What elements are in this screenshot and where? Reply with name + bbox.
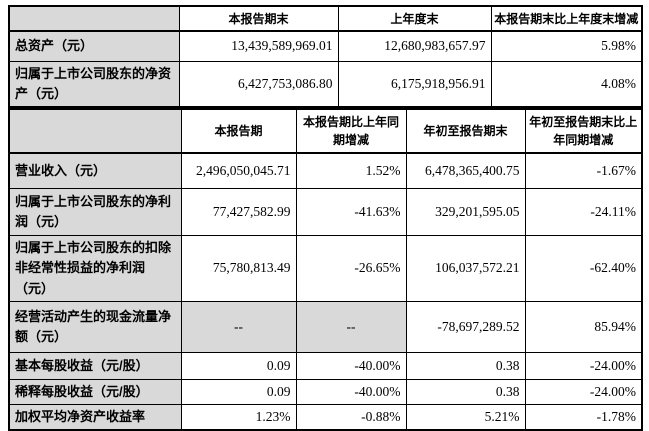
table-cell: 1.23% [180, 403, 297, 431]
table-cell: 0.38 [405, 378, 526, 405]
table-cell: 0.38 [405, 351, 526, 380]
row-label: 加权平均净资产收益率 [8, 403, 182, 431]
column-header: 年初至报告期末比上年同期增减 [524, 108, 643, 154]
table-cell: 13,439,589,969.01 [178, 30, 339, 62]
table-row: 基本每股收益（元/股） 0.09 -40.00% 0.38 -24.00% [8, 351, 643, 380]
table-cell: 6,175,918,956.91 [337, 60, 492, 108]
row-label: 归属于上市公司股东的净利润（元） [8, 188, 182, 237]
period-results-table: 本报告期 本报告期比上年同期增减 年初至报告期末 年初至报告期末比上年同期增减 … [8, 107, 643, 431]
table-cell: -62.40% [524, 235, 643, 302]
table-cell: 106,037,572.21 [405, 235, 526, 302]
table-cell: -40.00% [295, 378, 407, 405]
column-header: 本报告期末比上年度末增减 [490, 5, 643, 32]
table-row: 营业收入（元） 2,496,050,045.71 1.52% 6,478,365… [8, 152, 643, 190]
table-cell: 6,478,365,400.75 [405, 152, 526, 190]
row-label: 归属于上市公司股东的扣除非经常性损益的净利润（元） [8, 235, 182, 302]
table-cell: 5.98% [490, 30, 643, 62]
table-cell: 1.52% [295, 152, 407, 190]
column-header: 本报告期 [180, 108, 297, 154]
table-cell: -26.65% [295, 235, 407, 302]
financial-report-page: 本报告期末 上年度末 本报告期末比上年度末增减 总资产（元） 13,439,58… [8, 5, 643, 431]
table-cell: -1.67% [524, 152, 643, 190]
table-cell: -1.78% [524, 403, 643, 431]
row-label: 经营活动产生的现金流量净额（元） [8, 300, 182, 353]
table-cell: 0.09 [180, 351, 297, 380]
table-cell: -41.63% [295, 188, 407, 237]
table-header-row: 本报告期末 上年度末 本报告期末比上年度末增减 [8, 5, 643, 32]
table-row: 归属于上市公司股东的净利润（元） 77,427,582.99 -41.63% 3… [8, 188, 643, 237]
table-cell: -- [295, 300, 407, 353]
table-cell: 4.08% [490, 60, 643, 108]
row-label: 基本每股收益（元/股） [8, 351, 182, 380]
column-header: 上年度末 [337, 5, 492, 32]
table-cell: -24.00% [524, 378, 643, 405]
table-row: 归属于上市公司股东的净资产（元） 6,427,753,086.80 6,175,… [8, 60, 643, 108]
table-cell: 77,427,582.99 [180, 188, 297, 237]
table-cell: 12,680,983,657.97 [337, 30, 492, 62]
row-label: 稀释每股收益（元/股） [8, 378, 182, 405]
row-label: 归属于上市公司股东的净资产（元） [8, 60, 180, 108]
table-row: 加权平均净资产收益率 1.23% -0.88% 5.21% -1.78% [8, 403, 643, 431]
table-cell: -78,697,289.52 [405, 300, 526, 353]
table-row: 归属于上市公司股东的扣除非经常性损益的净利润（元） 75,780,813.49 … [8, 235, 643, 302]
table-cell: 75,780,813.49 [180, 235, 297, 302]
table-cell: 5.21% [405, 403, 526, 431]
corner-cell [8, 108, 182, 154]
table-cell: 85.94% [524, 300, 643, 353]
table-row: 稀释每股收益（元/股） 0.09 -40.00% 0.38 -24.00% [8, 378, 643, 405]
corner-cell [8, 5, 180, 32]
table-cell: 2,496,050,045.71 [180, 152, 297, 190]
balance-summary-table: 本报告期末 上年度末 本报告期末比上年度末增减 总资产（元） 13,439,58… [8, 5, 643, 108]
column-header: 本报告期比上年同期增减 [295, 108, 407, 154]
row-label: 营业收入（元） [8, 152, 182, 190]
table-cell: -24.11% [524, 188, 643, 237]
table-row: 经营活动产生的现金流量净额（元） -- -- -78,697,289.52 85… [8, 300, 643, 353]
table-cell: 329,201,595.05 [405, 188, 526, 237]
column-header: 年初至报告期末 [405, 108, 526, 154]
table-cell: -24.00% [524, 351, 643, 380]
table-cell: -40.00% [295, 351, 407, 380]
column-header: 本报告期末 [178, 5, 339, 32]
row-label: 总资产（元） [8, 30, 180, 62]
table-cell: -0.88% [295, 403, 407, 431]
table-cell: 6,427,753,086.80 [178, 60, 339, 108]
table-header-row: 本报告期 本报告期比上年同期增减 年初至报告期末 年初至报告期末比上年同期增减 [8, 108, 643, 154]
table-row: 总资产（元） 13,439,589,969.01 12,680,983,657.… [8, 30, 643, 62]
table-cell: 0.09 [180, 378, 297, 405]
table-cell: -- [180, 300, 297, 353]
